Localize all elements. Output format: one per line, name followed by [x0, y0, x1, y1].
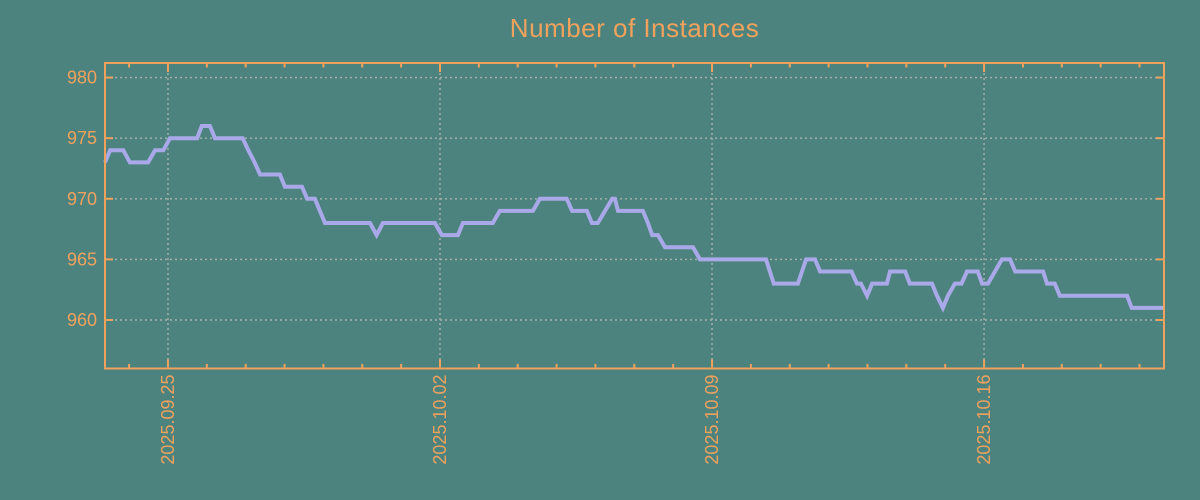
y-tick-label: 975	[67, 128, 97, 148]
y-tick-label: 965	[67, 249, 97, 269]
y-tick-label: 970	[67, 189, 97, 209]
series-line	[103, 124, 1164, 313]
x-tick-label: 2025.10.16	[974, 375, 994, 465]
x-tick-label: 2025.10.02	[430, 375, 450, 465]
y-tick-label: 980	[67, 68, 97, 88]
y-tick-label: 960	[67, 310, 97, 330]
x-tick-label: 2025.09.25	[158, 375, 178, 465]
chart-title: Number of Instances	[509, 13, 760, 43]
x-tick-label: 2025.10.09	[702, 375, 722, 465]
plot-border	[104, 62, 1165, 370]
